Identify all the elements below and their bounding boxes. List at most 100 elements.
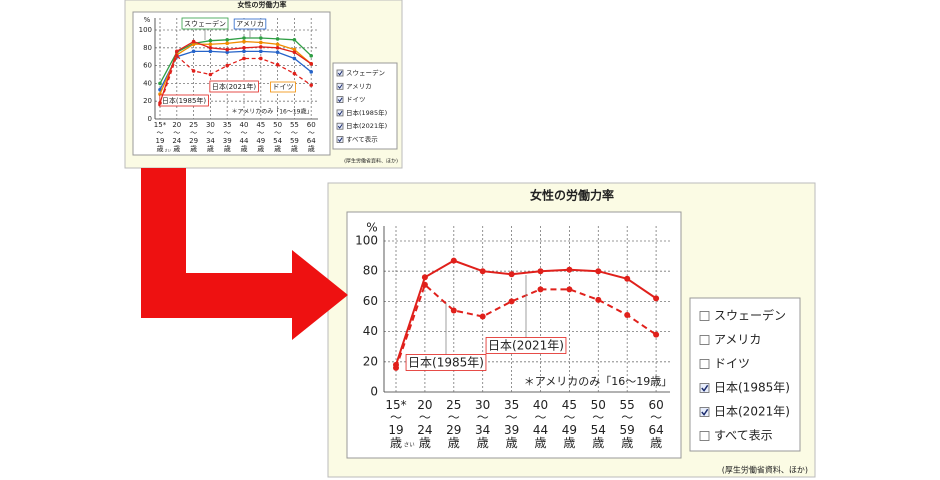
data-point [275, 42, 280, 47]
data-point [208, 38, 213, 43]
data-point [225, 50, 229, 55]
x-tick-label: 40 〜 44 歳 [533, 398, 548, 450]
data-point [225, 41, 229, 46]
data-point [653, 331, 660, 338]
data-point [624, 275, 631, 282]
legend-label: ドイツ [346, 96, 366, 104]
data-point [479, 268, 486, 275]
series-line [159, 40, 312, 95]
data-point [508, 298, 515, 305]
y-tick-label: 100 [355, 234, 378, 248]
data-point [225, 37, 229, 42]
data-point [393, 361, 399, 368]
legend-checkbox [699, 383, 710, 393]
data-point [309, 62, 314, 66]
legend-label: 日本(2021年) [346, 121, 387, 130]
data-point [309, 54, 314, 58]
legend-check [337, 137, 343, 143]
legend-check [337, 84, 343, 89]
x-tick-label: 50 〜 54 歳 [591, 398, 606, 450]
data-point [309, 70, 314, 74]
x-tick-label: 50 〜 54 歳 [273, 121, 282, 153]
data-point [259, 40, 263, 45]
data-point [275, 50, 280, 55]
x-tick-label: 15*〜 19 歳 [154, 121, 167, 153]
data-point [275, 46, 280, 50]
data-point [566, 266, 573, 273]
x-tick-label: 35 〜 39 歳 [223, 121, 232, 153]
legend-checkbox [336, 109, 344, 117]
legend-checkbox [699, 335, 710, 345]
data-point [208, 72, 213, 77]
series-line [159, 54, 312, 105]
x-tick-label: 60 〜 64 歳 [307, 121, 316, 153]
legend-label: アメリカ [346, 82, 372, 90]
series-label-box [209, 80, 259, 93]
x-tick-label: 60 〜 64 歳 [648, 398, 663, 450]
y-unit: % [144, 16, 151, 24]
x-tick-label: 30 〜 34 歳 [475, 398, 490, 450]
legend-label: ドイツ [714, 357, 750, 371]
data-point [191, 69, 196, 73]
data-point [292, 50, 297, 55]
data-point [595, 296, 602, 303]
source: (厚生労働省資料、ほか) [722, 465, 808, 475]
data-point [508, 271, 515, 278]
x-tick-label: 35 〜 39 歳 [504, 398, 519, 450]
data-point [208, 42, 213, 47]
ruby: さい [404, 442, 415, 449]
y-tick-label: 20 [363, 354, 378, 368]
legend-checkbox [699, 431, 710, 441]
series-label-box [405, 354, 487, 371]
data-point [309, 83, 314, 87]
y-unit: % [366, 221, 377, 235]
x-tick-label: 45 〜 49 歳 [256, 121, 265, 153]
legend-checkbox [336, 69, 344, 77]
chart-title: 女性の労働力率 [238, 0, 287, 9]
data-point [275, 37, 280, 41]
x-tick-label: 40 〜 44 歳 [240, 121, 249, 153]
data-point [191, 49, 196, 54]
y-tick-label: 80 [363, 264, 378, 278]
legend-label: 日本(2021年) [714, 405, 790, 419]
y-tick-label: 60 [143, 62, 152, 70]
data-point [191, 42, 196, 47]
note: ＊アメリカのみ「16～19歳」 [232, 108, 313, 116]
x-tick-label: 25 〜 29 歳 [446, 398, 461, 450]
legend-label: アメリカ [714, 333, 761, 347]
series-label: アメリカ [236, 20, 264, 28]
x-tick-label: 30 〜 34 歳 [206, 121, 215, 153]
series-label-box [485, 337, 567, 354]
data-point [450, 307, 457, 314]
series-label: 日本(2021年) [212, 82, 257, 91]
data-point [259, 36, 263, 40]
x-tick-label: 25 〜 29 歳 [189, 121, 198, 153]
legend-checkbox [336, 122, 344, 130]
data-point [191, 39, 196, 44]
x-tick-label: 20 〜 24 歳 [172, 121, 181, 153]
y-tick-label: 20 [143, 97, 152, 105]
x-tick-label: 20 〜 24 歳 [417, 398, 432, 450]
data-point [208, 46, 213, 50]
large-legend-box [689, 297, 801, 452]
data-point [225, 63, 229, 68]
data-point [624, 311, 631, 318]
y-tick-label: 0 [148, 115, 152, 123]
legend-checkbox [699, 311, 710, 321]
legend-checkbox [336, 136, 344, 143]
data-point [242, 49, 246, 54]
series-label-box [233, 18, 267, 30]
y-tick-label: 60 [363, 294, 378, 308]
legend-checkbox [699, 359, 710, 369]
y-tick-label: 100 [139, 26, 152, 34]
y-tick-label: 80 [143, 44, 152, 52]
large-plot-frame [346, 211, 682, 459]
series-label: 日本(1985年) [162, 96, 207, 105]
data-point [259, 56, 263, 61]
x-tick-label: 15*〜 19 歳 [385, 398, 406, 450]
chart-title: 女性の労働力率 [530, 188, 614, 203]
data-point [292, 71, 297, 76]
data-point [242, 56, 246, 61]
legend-check [337, 70, 343, 76]
series-label: 日本(1985年) [408, 356, 484, 370]
